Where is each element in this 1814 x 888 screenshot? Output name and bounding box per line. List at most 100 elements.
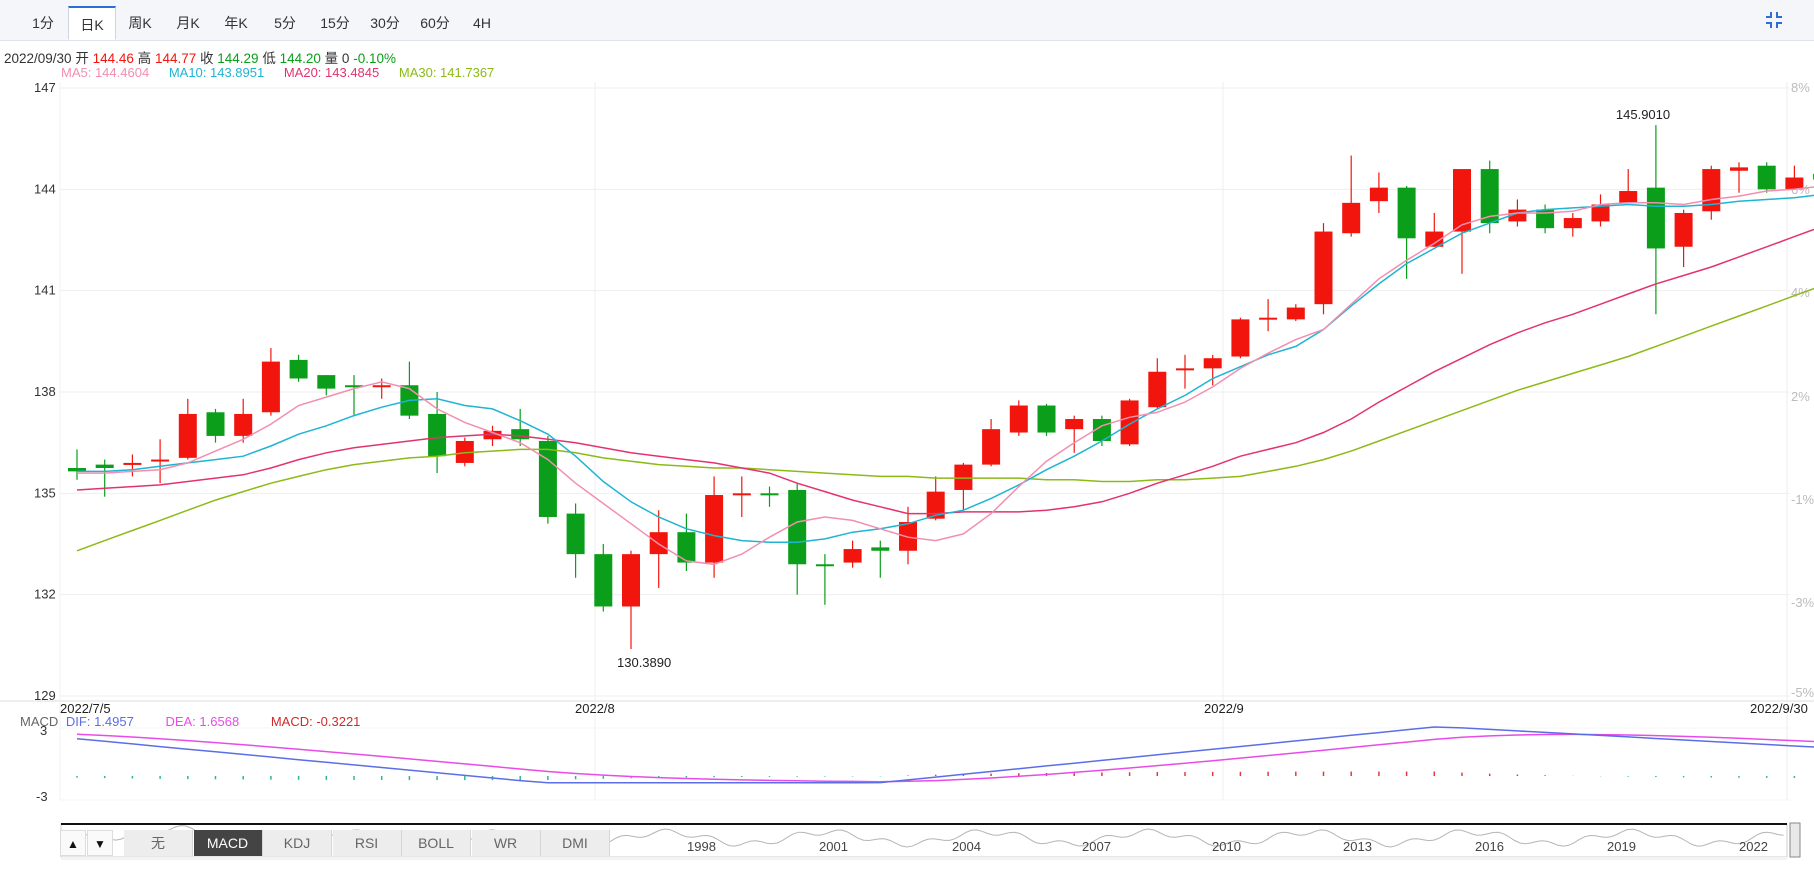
indicator-tab-macd[interactable]: MACD xyxy=(193,830,263,856)
candle-body xyxy=(483,430,502,440)
candle-body xyxy=(1425,231,1444,247)
low-marker-label: 130.3890 xyxy=(617,655,671,670)
candle-body xyxy=(594,554,613,607)
candle-body xyxy=(843,549,862,563)
candle-body xyxy=(123,462,142,465)
indicator-tab-wr[interactable]: WR xyxy=(471,830,541,856)
close-label: 收 xyxy=(200,51,214,66)
candle-body xyxy=(1619,191,1638,203)
open-label: 开 xyxy=(75,51,89,66)
ma5-legend: MA5: 144.4604 xyxy=(61,65,150,80)
ohlc-info-row: 2022/09/30 开 144.46 高 144.77 收 144.29 低 … xyxy=(4,47,396,67)
candle-body xyxy=(178,413,197,458)
ma10-line xyxy=(77,194,1814,544)
low-value: 144.20 xyxy=(279,51,321,66)
tab-4[interactable]: 年K xyxy=(224,15,248,31)
indicator-tab-无[interactable]: 无 xyxy=(124,830,193,856)
macd-tick-bottom: -3 xyxy=(36,789,48,804)
tab-2[interactable]: 周K xyxy=(128,15,152,31)
tab-7[interactable]: 30分 xyxy=(370,15,400,31)
dea-legend: DEA: 1.6568 xyxy=(165,714,240,729)
y-tick-label: 132 xyxy=(34,587,56,602)
candle-body xyxy=(788,489,807,565)
low-label: 低 xyxy=(262,51,276,66)
candle-body xyxy=(511,429,530,440)
indicator-tab-rsi[interactable]: RSI xyxy=(332,830,402,856)
candle-body xyxy=(1591,204,1610,222)
y-tick-label: 135 xyxy=(34,485,56,500)
candle-body xyxy=(732,493,751,496)
candle-body xyxy=(1203,358,1222,369)
dif-legend: DIF: 1.4957 xyxy=(65,714,134,729)
pct-tick-label: 4% xyxy=(1791,285,1810,300)
high-marker-label: 145.9010 xyxy=(1616,107,1670,122)
candle-body xyxy=(68,468,86,472)
scroll-up-button[interactable]: ▲ xyxy=(60,830,86,856)
candle-body xyxy=(1536,209,1555,229)
ma30-line xyxy=(76,287,1814,552)
high-label: 高 xyxy=(137,51,152,66)
scroll-down-button[interactable]: ▼ xyxy=(87,830,113,856)
high-value: 144.77 xyxy=(154,51,197,66)
volume-label: 量 xyxy=(324,51,339,66)
candle-body xyxy=(1314,231,1333,305)
candle-body xyxy=(95,464,114,468)
candle-body xyxy=(317,375,336,389)
candle-body xyxy=(1730,167,1748,171)
x-label-aug: 2022/8 xyxy=(575,701,615,716)
candle-body xyxy=(815,564,834,567)
pct-tick-label: -5% xyxy=(1791,685,1814,700)
candle-body xyxy=(372,385,391,388)
candle-body xyxy=(1009,405,1028,433)
pct-tick-label: 2% xyxy=(1791,389,1810,404)
ma20-legend: MA20: 143.4845 xyxy=(283,65,380,80)
candle-body xyxy=(705,495,724,563)
shrink-icon[interactable] xyxy=(1764,10,1784,30)
tab-5[interactable]: 5分 xyxy=(274,15,296,31)
volume-value: 0 xyxy=(341,51,350,66)
tab-9[interactable]: 4H xyxy=(473,15,491,31)
navigator-year-label: 2001 xyxy=(819,839,848,854)
candle-body xyxy=(1065,419,1084,430)
indicator-tab-dmi[interactable]: DMI xyxy=(541,830,610,856)
candle-body xyxy=(1646,187,1665,249)
candle-body xyxy=(261,361,280,413)
candle-body xyxy=(1785,177,1804,190)
candle-body xyxy=(206,412,225,436)
navigator-year-label: 2007 xyxy=(1082,839,1111,854)
navigator-year-label: 2022 xyxy=(1739,839,1768,854)
tab-8[interactable]: 60分 xyxy=(420,15,450,31)
ma20-line xyxy=(76,228,1814,515)
candle-body xyxy=(1397,187,1416,239)
candle-body xyxy=(1369,187,1388,202)
navigator-year-label: 2016 xyxy=(1475,839,1504,854)
candle-body xyxy=(1037,405,1056,433)
y-tick-label: 129 xyxy=(34,688,56,703)
indicator-tab-boll[interactable]: BOLL xyxy=(402,830,471,856)
dif-line xyxy=(76,726,1814,784)
candle-body xyxy=(1563,218,1582,229)
macd-value-legend: MACD: -0.3221 xyxy=(270,714,361,729)
tab-3[interactable]: 月K xyxy=(176,15,200,31)
candle-body xyxy=(428,413,447,457)
candle-body xyxy=(345,385,363,388)
tab-6[interactable]: 15分 xyxy=(320,15,350,31)
navigator-year-label: 2013 xyxy=(1343,839,1372,854)
ma10-legend: MA10: 143.8951 xyxy=(168,65,265,80)
candle-body xyxy=(1148,371,1167,408)
candle-body xyxy=(1757,165,1776,190)
navigator-handle xyxy=(1789,822,1801,858)
candle-body xyxy=(289,359,308,379)
candle-body xyxy=(151,459,170,462)
candle-body xyxy=(1480,169,1499,224)
pct-tick-label: -1% xyxy=(1791,492,1814,507)
pct-tick-label: -3% xyxy=(1791,595,1814,610)
info-date: 2022/09/30 xyxy=(4,51,72,66)
indicator-tab-kdj[interactable]: KDJ xyxy=(263,830,332,856)
navigator-year-label: 2010 xyxy=(1212,839,1241,854)
tab-1[interactable]: 日K xyxy=(68,6,116,40)
candle-body xyxy=(899,522,917,551)
dea-line xyxy=(76,733,1814,783)
tab-0[interactable]: 1分 xyxy=(32,15,54,31)
